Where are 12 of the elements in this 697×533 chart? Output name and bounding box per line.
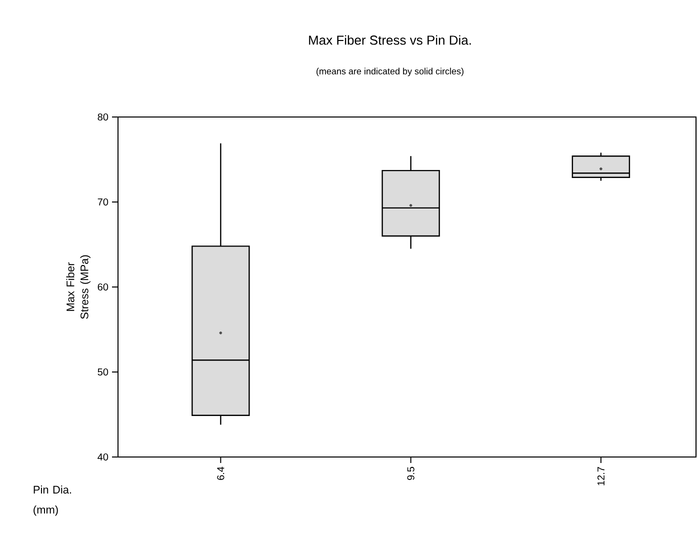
- y-tick-label: 60: [98, 283, 108, 291]
- y-tick-label: 80: [98, 113, 108, 121]
- y-tick-label: 70: [98, 198, 108, 206]
- y-axis-title: Max Fiber Stress (MPa): [66, 255, 90, 319]
- chart-subtitle: (means are indicated by solid circles): [316, 68, 464, 76]
- x-tick-label: 9.5: [407, 466, 414, 480]
- x-axis-title: Pin Dia. (mm): [34, 486, 72, 516]
- x-tick-label: 6.4: [217, 466, 224, 480]
- x-tick-label: 12.7: [597, 467, 604, 486]
- y-tick-label: 40: [98, 453, 108, 461]
- y-tick-label: 50: [98, 368, 108, 376]
- chart-title: Max Fiber Stress vs Pin Dia.: [309, 35, 471, 45]
